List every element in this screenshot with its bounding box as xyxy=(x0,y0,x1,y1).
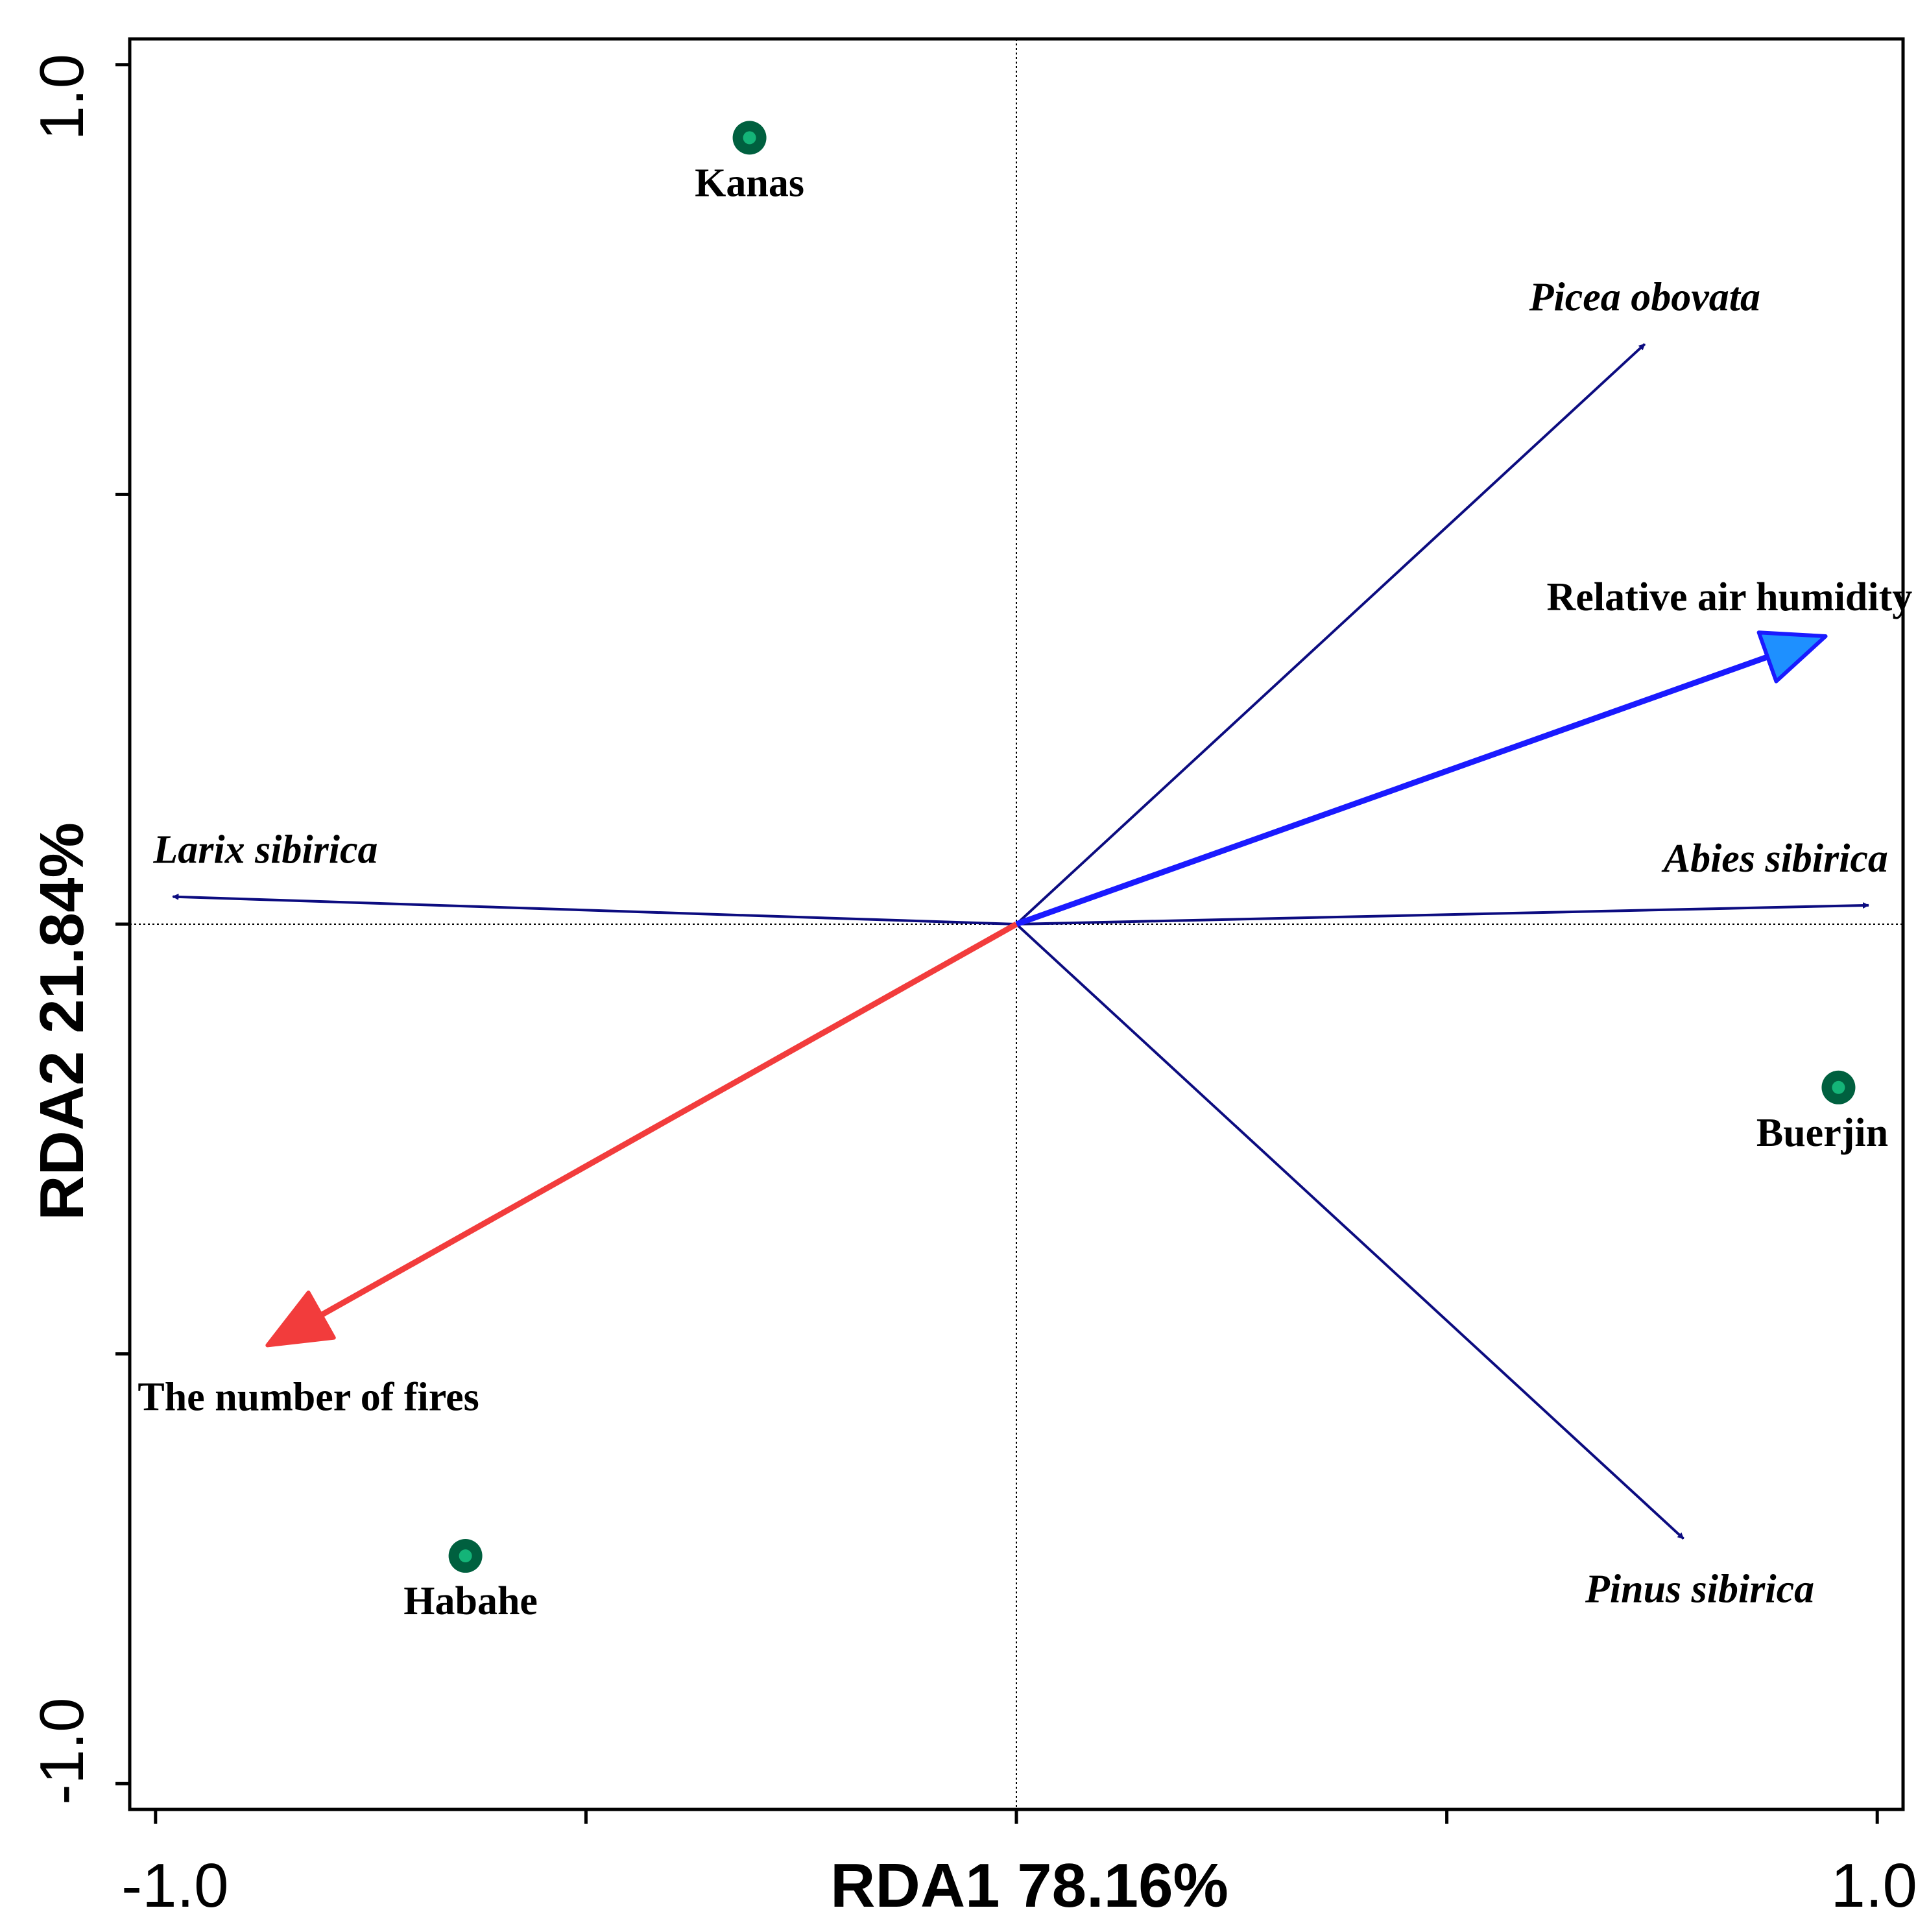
site-point-center-buerjin xyxy=(1832,1080,1845,1094)
x-tick-label-max: 1.0 xyxy=(1830,1851,1917,1920)
environment-arrowhead-the-number-of-fires xyxy=(265,1290,336,1348)
site-label-buerjin: Buerjin xyxy=(1756,1111,1888,1155)
environment-label-relative-air-humidity: Relative air humidity xyxy=(1547,575,1913,619)
site-label-kanas: Kanas xyxy=(695,161,804,205)
species-label-pinus-sibirica: Pinus sibirica xyxy=(1585,1568,1814,1612)
x-tick-label-min: -1.0 xyxy=(121,1851,228,1920)
environment-arrow-relative-air-humidity xyxy=(1015,654,1769,927)
site-point-center-kanas xyxy=(743,131,756,145)
site-label-habahe: Habahe xyxy=(403,1579,538,1623)
environment-arrow-the-number-of-fires xyxy=(319,922,1018,1318)
environment-arrowhead-relative-air-humidity xyxy=(1756,630,1828,684)
y-axis-title: RDA2 21.84% xyxy=(27,822,97,1221)
species-arrow-picea-obovata xyxy=(1015,342,1646,925)
y-tick-label-min: -1.0 xyxy=(27,1698,97,1805)
species-arrow-abies-sibirica xyxy=(1016,902,1869,925)
species-label-picea-obovata: Picea obovata xyxy=(1529,275,1760,319)
species-arrow-pinus-sibirica xyxy=(1015,923,1684,1540)
environment-label-the-number-of-fires: The number of fires xyxy=(138,1375,479,1419)
species-label-abies-sibirica: Abies sibirica xyxy=(1661,837,1888,881)
species-label-larix-sibirica: Larix sibirica xyxy=(152,828,377,872)
y-tick-label-max: 1.0 xyxy=(27,54,97,140)
site-point-center-habahe xyxy=(459,1549,472,1563)
species-arrow-larix-sibirica xyxy=(172,893,1017,925)
x-axis-title: RDA1 78.16% xyxy=(830,1851,1228,1920)
